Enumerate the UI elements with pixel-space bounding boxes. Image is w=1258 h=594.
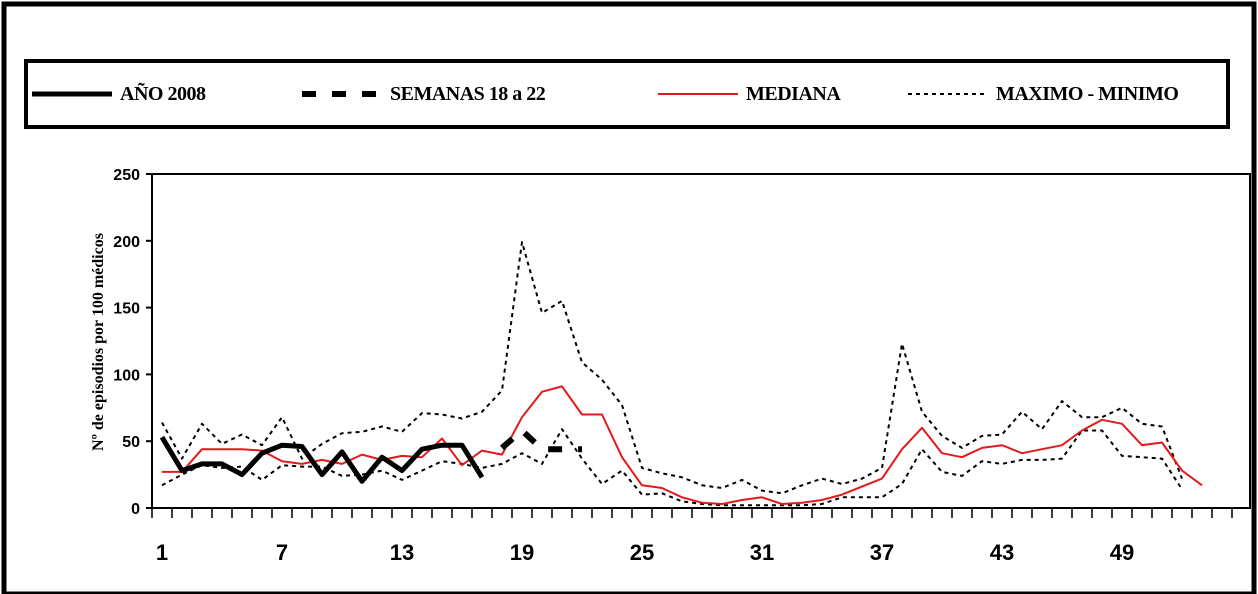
series-layer xyxy=(159,241,1203,507)
x-axis: 1 7 13 19 25 31 37 43 49 xyxy=(151,508,1233,565)
plot-frame xyxy=(151,173,1251,509)
legend: AÑO 2008 SEMANAS 18 a 22 MEDIANA MAXIMO … xyxy=(24,59,1230,129)
y-tick-label: 150 xyxy=(113,301,140,318)
legend-item-max-min: MAXIMO - MINIMO xyxy=(908,63,1179,125)
legend-label: AÑO 2008 xyxy=(120,82,206,105)
legend-swatch-dashed-thick xyxy=(302,91,382,97)
x-tick-label: 31 xyxy=(750,540,774,565)
y-tick-label: 0 xyxy=(131,501,140,518)
x-tick-label: 43 xyxy=(990,540,1014,565)
x-tick-label: 25 xyxy=(630,540,654,565)
series-line-2 xyxy=(162,385,1203,505)
x-tick-label: 37 xyxy=(870,540,894,565)
y-tick-label: 50 xyxy=(122,434,140,451)
x-tick-label: 1 xyxy=(156,540,168,565)
legend-item-mediana: MEDIANA xyxy=(658,63,841,125)
series-line-3 xyxy=(161,241,1183,495)
y-tick-label: 200 xyxy=(113,234,140,251)
x-tick-label: 49 xyxy=(1110,540,1134,565)
legend-label: MAXIMO - MINIMO xyxy=(996,82,1179,105)
legend-swatch-red xyxy=(658,93,738,95)
legend-swatch-dotted xyxy=(908,93,988,95)
x-tick-label: 13 xyxy=(390,540,414,565)
y-axis-title: Nº de episodios por 100 médicos xyxy=(90,233,107,451)
legend-item-semanas: SEMANAS 18 a 22 xyxy=(302,63,546,125)
series-line-4 xyxy=(161,428,1183,507)
legend-label: SEMANAS 18 a 22 xyxy=(390,82,546,105)
y-tick-label: 250 xyxy=(113,167,140,184)
legend-swatch-solid-thick xyxy=(32,91,112,97)
legend-item-ano-2008: AÑO 2008 xyxy=(32,63,206,125)
y-tick-label: 100 xyxy=(113,367,140,384)
legend-label: MEDIANA xyxy=(746,82,841,105)
x-tick-label: 7 xyxy=(276,540,288,565)
y-axis: 0 50 100 150 200 250 xyxy=(113,167,152,518)
series-line-0 xyxy=(159,435,485,484)
x-tick-label: 19 xyxy=(510,540,534,565)
